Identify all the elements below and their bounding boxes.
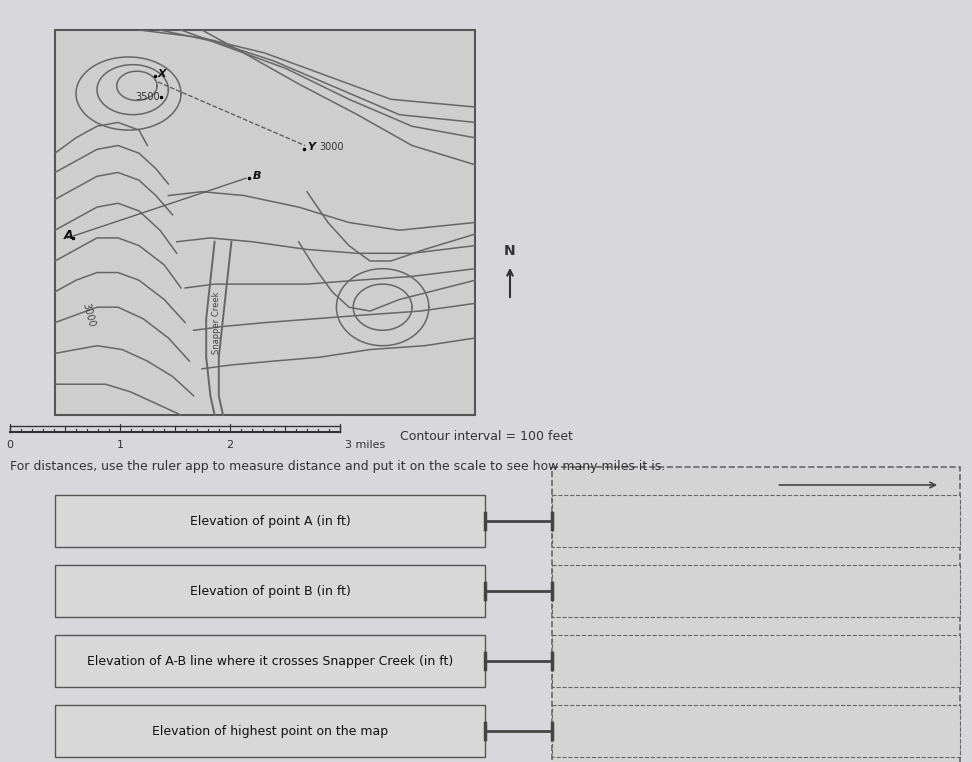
Bar bbox=[552, 495, 960, 547]
Text: 0: 0 bbox=[7, 440, 14, 450]
Text: Elevation of A-B line where it crosses Snapper Creek (in ft): Elevation of A-B line where it crosses S… bbox=[87, 655, 453, 668]
Text: A: A bbox=[63, 229, 73, 242]
Text: 2: 2 bbox=[226, 440, 233, 450]
Text: Elevation of point A (in ft): Elevation of point A (in ft) bbox=[190, 514, 350, 527]
Text: 3500: 3500 bbox=[135, 92, 159, 102]
Text: Contour interval = 100 feet: Contour interval = 100 feet bbox=[400, 430, 573, 443]
Text: Elevation of highest point on the map: Elevation of highest point on the map bbox=[152, 725, 388, 738]
FancyBboxPatch shape bbox=[552, 467, 960, 762]
Bar bbox=[552, 705, 960, 757]
Bar bbox=[55, 565, 485, 617]
Bar bbox=[552, 635, 960, 687]
Text: N: N bbox=[504, 244, 516, 258]
Text: X: X bbox=[157, 69, 166, 79]
Text: 3000: 3000 bbox=[319, 142, 343, 152]
Bar bbox=[55, 495, 485, 547]
Text: 1: 1 bbox=[117, 440, 123, 450]
Bar bbox=[55, 705, 485, 757]
Text: Y: Y bbox=[307, 142, 315, 152]
Text: B: B bbox=[253, 171, 260, 181]
Text: Snapper Creek: Snapper Creek bbox=[212, 291, 222, 354]
Text: 3000: 3000 bbox=[81, 302, 96, 328]
Bar bbox=[55, 635, 485, 687]
Bar bbox=[552, 565, 960, 617]
Text: Elevation of point B (in ft): Elevation of point B (in ft) bbox=[190, 584, 351, 597]
Bar bbox=[55, 30, 475, 415]
Text: 3 miles: 3 miles bbox=[345, 440, 385, 450]
Text: For distances, use the ruler app to measure distance and put it on the scale to : For distances, use the ruler app to meas… bbox=[10, 460, 665, 473]
